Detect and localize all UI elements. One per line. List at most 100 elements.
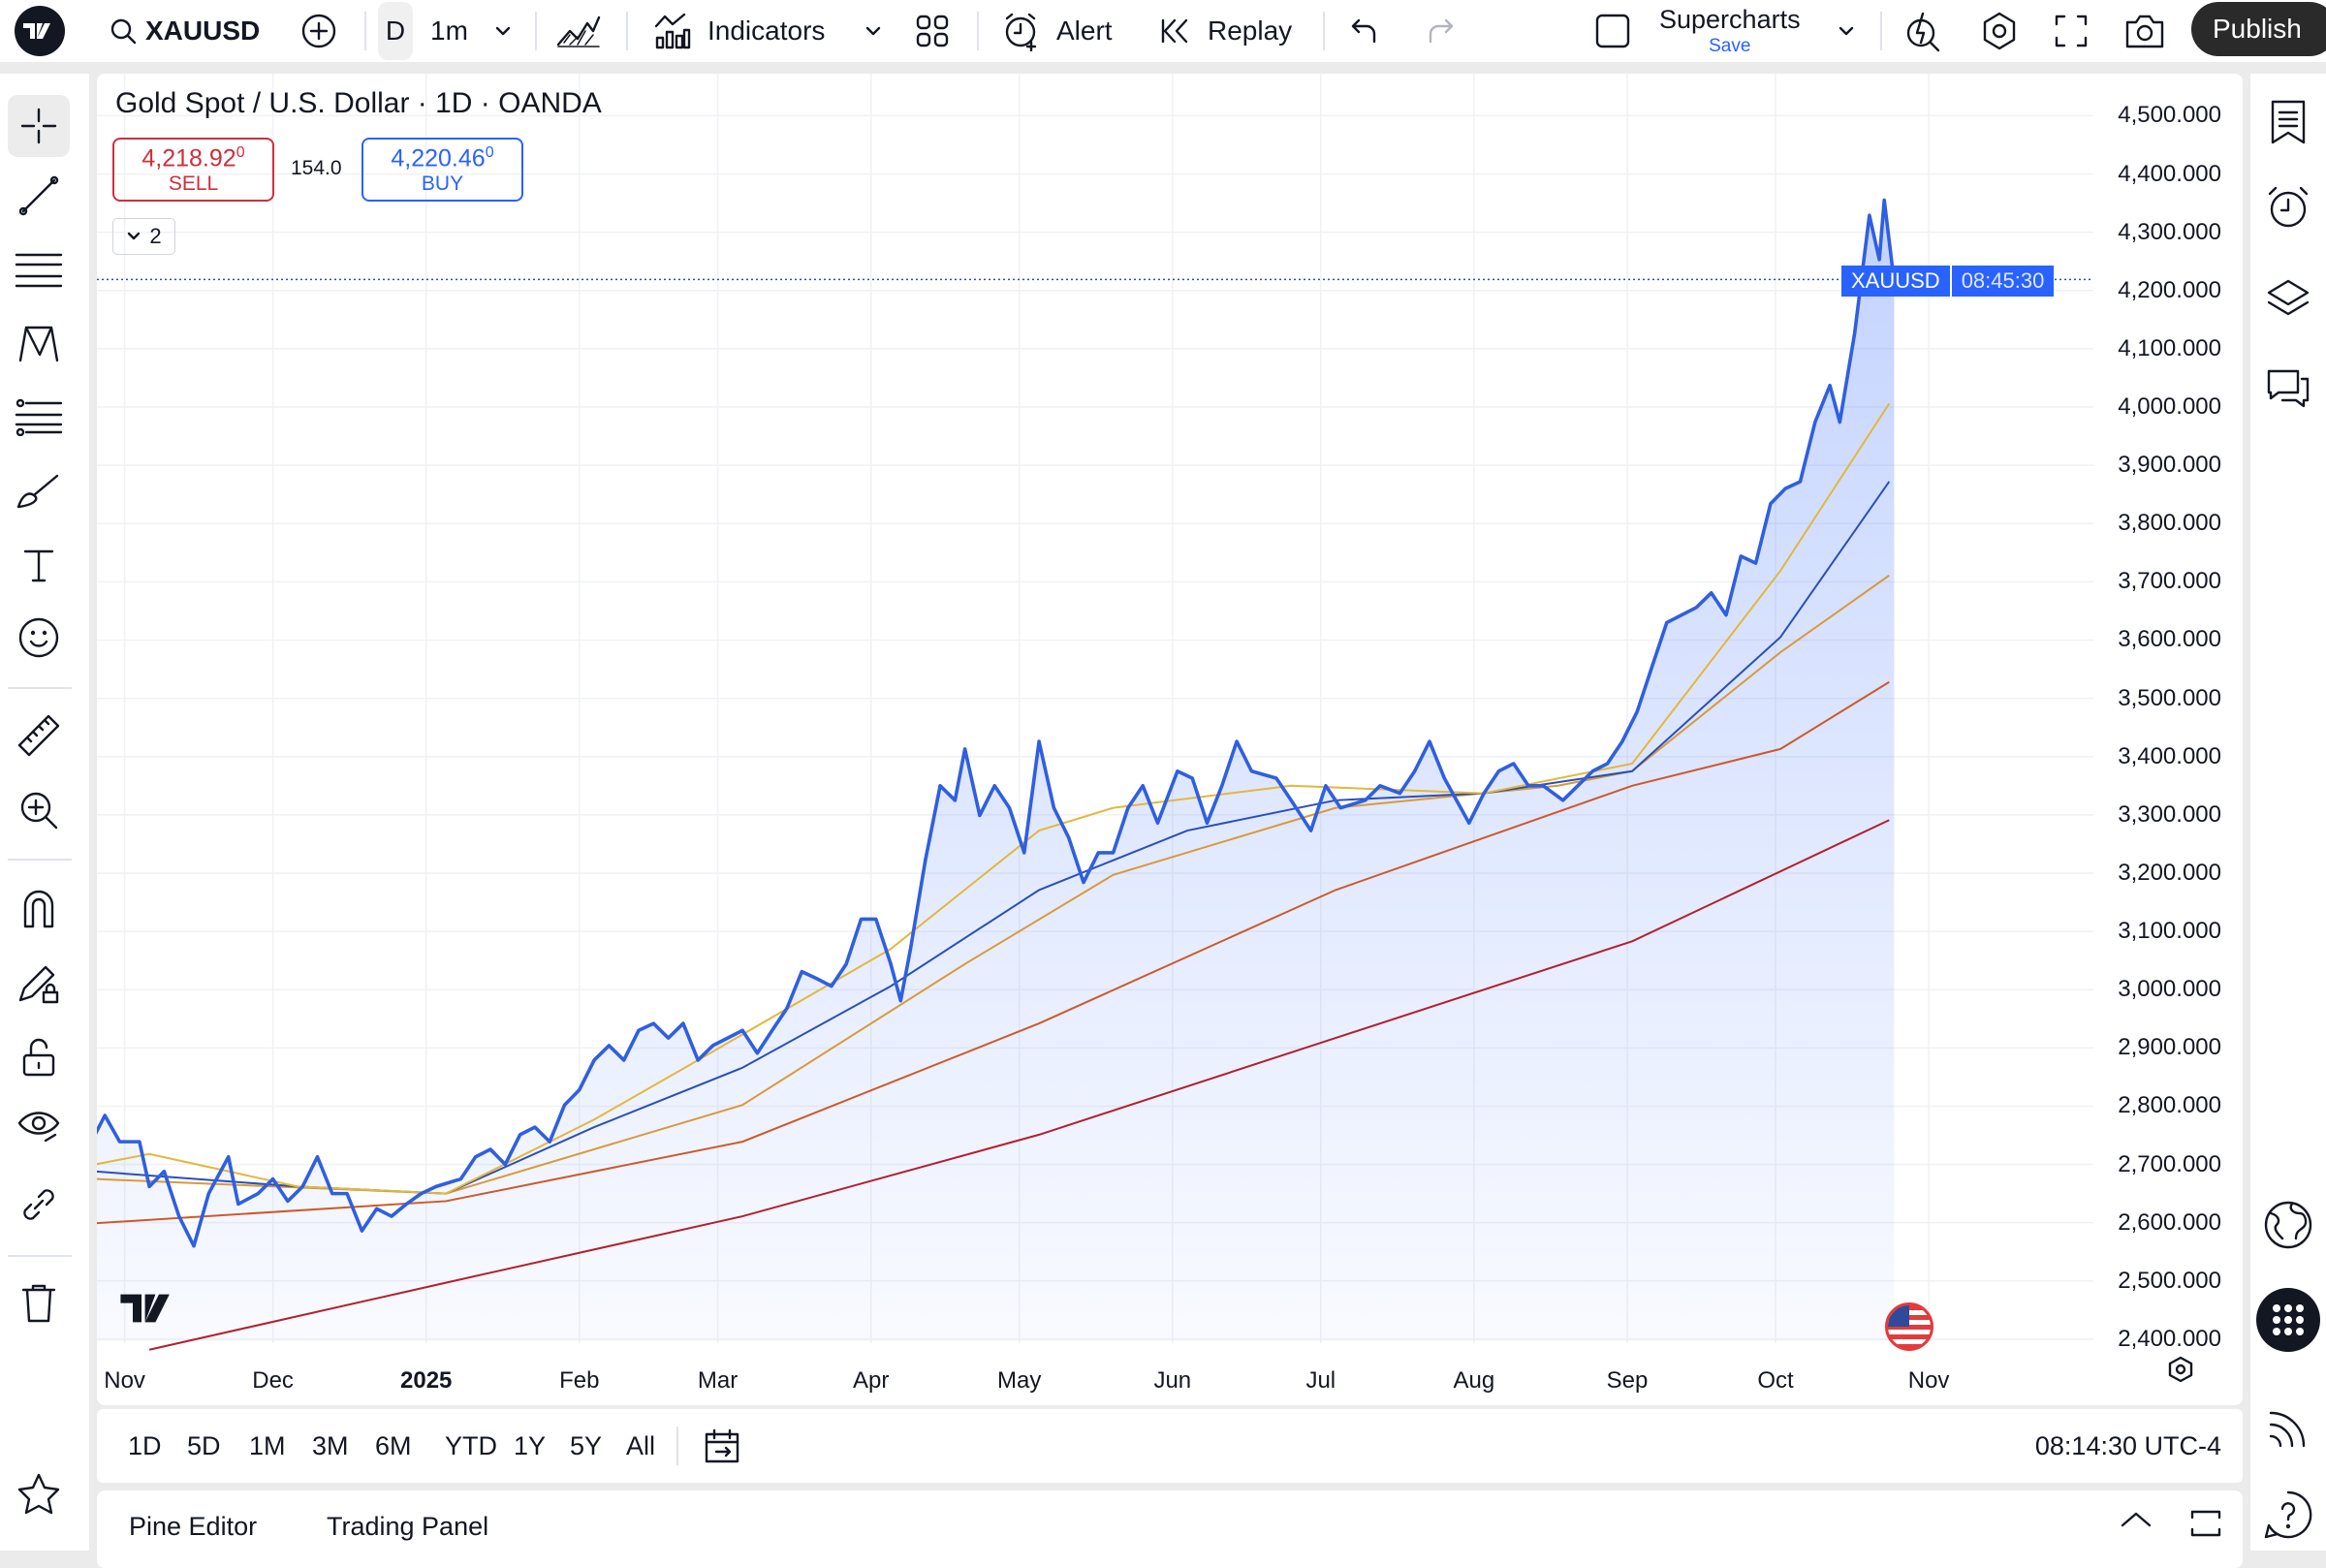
alert-button[interactable]: Alert: [1002, 0, 1113, 62]
expand-panel-button[interactable]: [2119, 1508, 2153, 1536]
square-icon: [1595, 14, 1630, 48]
time-tick-label: Mar: [697, 1367, 739, 1394]
indicators-collapse-button[interactable]: 2: [112, 218, 175, 255]
products-button[interactable]: [2256, 1288, 2320, 1352]
time-tick-label: Aug: [1453, 1367, 1495, 1394]
object-tree-button[interactable]: [2262, 272, 2314, 325]
gear-icon: [2168, 1356, 2193, 1383]
streams-button[interactable]: [2262, 1402, 2314, 1455]
range-1m[interactable]: 1M: [249, 1430, 286, 1460]
price-tick-label: 3,100.000: [2118, 918, 2221, 945]
snapshot-button[interactable]: [2124, 0, 2165, 62]
tab-trading-panel[interactable]: Trading Panel: [327, 1512, 489, 1541]
symbol-search-button[interactable]: XAUUSD: [109, 0, 260, 62]
range-1y[interactable]: 1Y: [514, 1430, 547, 1460]
crosshair-icon: [20, 108, 57, 144]
tradingview-watermark-logo[interactable]: [119, 1291, 181, 1331]
layout-checkbox[interactable]: [1594, 0, 1631, 62]
moving-average-line: [148, 819, 1890, 1351]
quick-search-button[interactable]: [1903, 0, 1944, 62]
indicator-templates-button[interactable]: [915, 0, 950, 62]
compare-symbol-button[interactable]: [300, 0, 337, 62]
interval-1m-button[interactable]: 1m: [430, 0, 468, 62]
pattern-tool[interactable]: [14, 318, 64, 368]
range-all[interactable]: All: [626, 1430, 656, 1460]
fullscreen-button[interactable]: [2053, 0, 2090, 62]
redo-button[interactable]: [1423, 0, 1456, 62]
chart-panel[interactable]: 4,500.000 4,400.000 4,300.000 4,200.000 4,10…: [97, 74, 2243, 1405]
time-tick-label: Dec: [252, 1367, 294, 1394]
forecast-tool[interactable]: [14, 392, 64, 442]
indicators-dropdown[interactable]: [863, 0, 884, 62]
text-tool[interactable]: [14, 540, 64, 590]
measure-tool[interactable]: [14, 710, 64, 761]
settings-button[interactable]: [1979, 0, 2020, 62]
remove-drawings-tool[interactable]: [14, 1278, 64, 1329]
range-3m[interactable]: 3M: [312, 1430, 349, 1460]
go-to-date-button[interactable]: [703, 1409, 741, 1483]
trend-line-tool[interactable]: [14, 171, 64, 221]
help-icon: [2264, 1490, 2312, 1539]
range-6m[interactable]: 6M: [375, 1430, 412, 1460]
price-tick-label: 4,200.000: [2118, 276, 2221, 303]
chevron-up-icon: [2121, 1512, 2152, 1527]
spread-value: 154.0: [291, 157, 342, 179]
replay-button[interactable]: Replay: [1159, 0, 1292, 62]
crosshair-tool[interactable]: [8, 95, 70, 157]
price-tick-label: 2,600.000: [2118, 1208, 2221, 1236]
maximize-panel-button[interactable]: [2188, 1508, 2223, 1544]
chart-type-button[interactable]: [556, 0, 601, 62]
range-5d[interactable]: 5D: [187, 1430, 221, 1460]
lock-drawings-tool[interactable]: [14, 1032, 64, 1082]
star-icon: [17, 1473, 60, 1515]
undo-button[interactable]: [1349, 0, 1382, 62]
indicators-button[interactable]: Indicators: [653, 0, 825, 62]
news-button[interactable]: [2262, 1199, 2314, 1251]
sell-price: 4,218.92: [141, 144, 236, 172]
layout-name-button[interactable]: Supercharts Save: [1659, 0, 1801, 62]
sell-button[interactable]: 4,218.920 SELL: [112, 138, 274, 202]
range-ytd[interactable]: YTD: [445, 1430, 497, 1460]
hide-drawings-tool[interactable]: [14, 1102, 64, 1152]
zoom-in-tool[interactable]: [14, 785, 64, 835]
price-tick-label: 3,300.000: [2118, 800, 2221, 828]
range-5y[interactable]: 5Y: [570, 1430, 603, 1460]
brush-icon: [16, 474, 59, 509]
range-1d[interactable]: 1D: [128, 1430, 162, 1460]
price-chart[interactable]: [97, 74, 2243, 1405]
camera-icon: [2125, 15, 2164, 48]
publish-button[interactable]: Publish: [2191, 2, 2326, 56]
indicator-count: 2: [149, 224, 162, 248]
emoji-tool[interactable]: [14, 612, 64, 663]
brush-tool[interactable]: [14, 466, 64, 517]
stay-drawing-tool[interactable]: [14, 958, 64, 1009]
price-tick-label: 3,700.000: [2118, 568, 2221, 595]
fib-tool[interactable]: [14, 245, 64, 296]
us-flag-icon[interactable]: [1885, 1302, 1933, 1351]
interval-d-label: D: [385, 16, 406, 46]
favorites-tool[interactable]: [14, 1468, 64, 1519]
chevron-down-icon: [495, 26, 511, 36]
alerts-button[interactable]: [2262, 181, 2314, 234]
magnet-tool[interactable]: [14, 884, 64, 934]
link-tool[interactable]: [14, 1179, 64, 1230]
time-tick-label: 2025: [399, 1367, 453, 1394]
chats-button[interactable]: [2262, 362, 2314, 415]
symbol-label: XAUUSD: [145, 16, 261, 46]
tab-pine-editor[interactable]: Pine Editor: [129, 1512, 258, 1541]
gear-icon: [1983, 12, 2016, 50]
buy-button[interactable]: 4,220.460 BUY: [361, 138, 523, 202]
price-tag: XAUUSD 08:45:30: [1841, 266, 2055, 297]
price-line: [97, 198, 1897, 1248]
tradingview-logo[interactable]: [15, 0, 65, 62]
axis-settings-button[interactable]: [2166, 1355, 2195, 1389]
layout-dropdown[interactable]: [1836, 0, 1857, 62]
help-button[interactable]: [2262, 1489, 2314, 1541]
interval-dropdown[interactable]: [492, 0, 514, 62]
watchlist-button[interactable]: [2262, 96, 2314, 148]
replay-label: Replay: [1208, 16, 1293, 46]
moving-average-line: [97, 680, 1890, 1225]
timezone-clock[interactable]: 08:14:30 UTC-4: [2035, 1409, 2221, 1483]
interval-d-button[interactable]: D: [378, 2, 413, 60]
moving-average-line: [97, 402, 1891, 1195]
